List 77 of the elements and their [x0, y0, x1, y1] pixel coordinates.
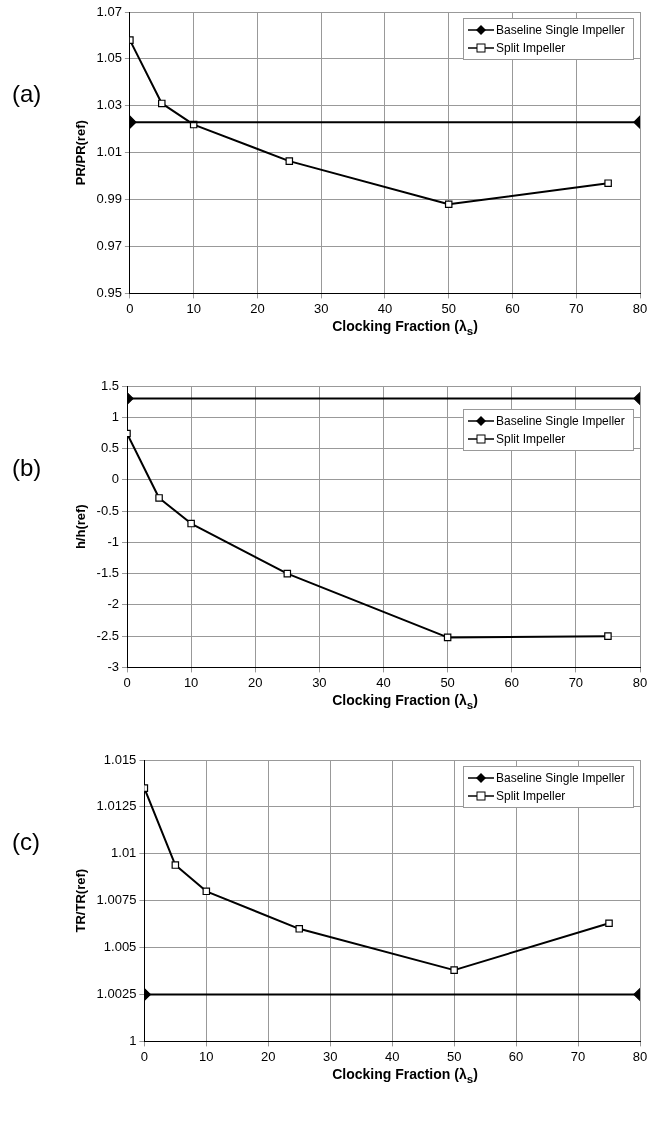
x-tick-label: 20: [250, 300, 265, 316]
x-tick-label: 40: [384, 1048, 400, 1064]
point: [155, 494, 163, 502]
x-tick-label: 30: [313, 300, 329, 316]
y-tick-label: -0.5: [96, 502, 119, 518]
y-tick-label: 1.07: [96, 3, 122, 19]
x-tick-label: 10: [186, 300, 201, 316]
x-tick-label: 70: [570, 1048, 586, 1064]
x-axis-title: Clocking Fraction (λ$_{s}$): [331, 692, 479, 711]
x-axis-title: Clocking Fraction (λ$_{s}$): [331, 318, 479, 337]
legend-label: Baseline Single Impeller: [496, 770, 625, 787]
y-axis-title: PR/PR(ref): [73, 120, 89, 186]
legend-label: Split Impeller: [496, 788, 566, 805]
text: (c): [12, 828, 40, 856]
x-tick-label: 80: [632, 300, 648, 316]
point: [187, 519, 195, 528]
x-tick-label: 80: [632, 1048, 648, 1064]
point: [285, 157, 294, 165]
legend-label: Split Impeller: [496, 40, 566, 57]
point: [202, 887, 211, 896]
x-tick-label: 70: [568, 674, 584, 690]
y-tick-label: 1.0125: [96, 798, 137, 814]
x-tick-label: 20: [248, 674, 263, 690]
x-tick-label: 10: [199, 1048, 214, 1064]
x-tick-label: 20: [261, 1048, 276, 1064]
y-tick-label: 1.05: [96, 50, 122, 66]
y-tick-label: 0.97: [96, 238, 122, 254]
y-tick-label: 1.005: [103, 939, 137, 955]
y-tick-label: -3: [107, 658, 119, 674]
point: [450, 966, 458, 974]
y-axis-title: h/h(ref): [73, 504, 89, 550]
y-tick-label: 1.0075: [96, 892, 137, 908]
x-tick-label: 50: [441, 300, 456, 316]
y-tick-label: 0.5: [100, 440, 119, 456]
legend-label: Baseline Single Impeller: [496, 22, 625, 39]
x-tick-label: 60: [504, 674, 519, 690]
y-tick-label: 1.01: [111, 845, 137, 861]
x-tick-label: 60: [505, 300, 520, 316]
point: [171, 861, 180, 869]
y-tick-label: -2.5: [96, 627, 119, 643]
x-tick-label: 60: [508, 1048, 524, 1064]
x-tick-label: 10: [183, 674, 199, 690]
point: [604, 179, 612, 187]
x-tick-label: 40: [377, 300, 393, 316]
x-tick-label: 50: [440, 674, 455, 690]
x-tick-label: 40: [376, 674, 391, 690]
y-tick-label: -1.5: [96, 565, 119, 581]
point: [604, 632, 612, 640]
y-tick-label: 1.0025: [96, 986, 137, 1002]
y-tick-label: -1: [107, 533, 119, 549]
x-tick-label: 50: [446, 1048, 462, 1064]
y-tick-label: 1.01: [96, 144, 122, 160]
point: [444, 200, 453, 209]
y-tick-label: 1: [129, 1032, 137, 1048]
x-tick-label: 0: [140, 1048, 148, 1064]
legend-label: Split Impeller: [496, 430, 566, 448]
point: [283, 569, 292, 578]
x-tick-label: 30: [312, 674, 327, 690]
y-tick-label: -2: [107, 596, 119, 612]
x-tick-label: 70: [569, 300, 584, 316]
y-tick-label: 1: [111, 408, 119, 424]
y-tick-label: 0: [111, 471, 119, 487]
y-tick-label: 1.015: [103, 751, 137, 767]
text: (a): [12, 80, 42, 108]
y-tick-label: 0.95: [96, 284, 122, 300]
x-axis-title: Clocking Fraction (λ$_{s}$): [331, 1066, 479, 1085]
point: [295, 925, 304, 933]
y-tick-label: 1.03: [96, 97, 122, 113]
y-tick-label: 0.99: [96, 191, 122, 207]
x-tick-label: 30: [322, 1048, 338, 1064]
x-tick-label: 80: [632, 674, 648, 690]
text: (b): [12, 454, 42, 482]
point: [158, 99, 166, 108]
point: [605, 919, 613, 927]
legend-label: Baseline Single Impeller: [496, 412, 625, 430]
y-axis-title: TR/TR(ref): [73, 868, 89, 933]
y-tick-label: 1.5: [100, 377, 119, 393]
